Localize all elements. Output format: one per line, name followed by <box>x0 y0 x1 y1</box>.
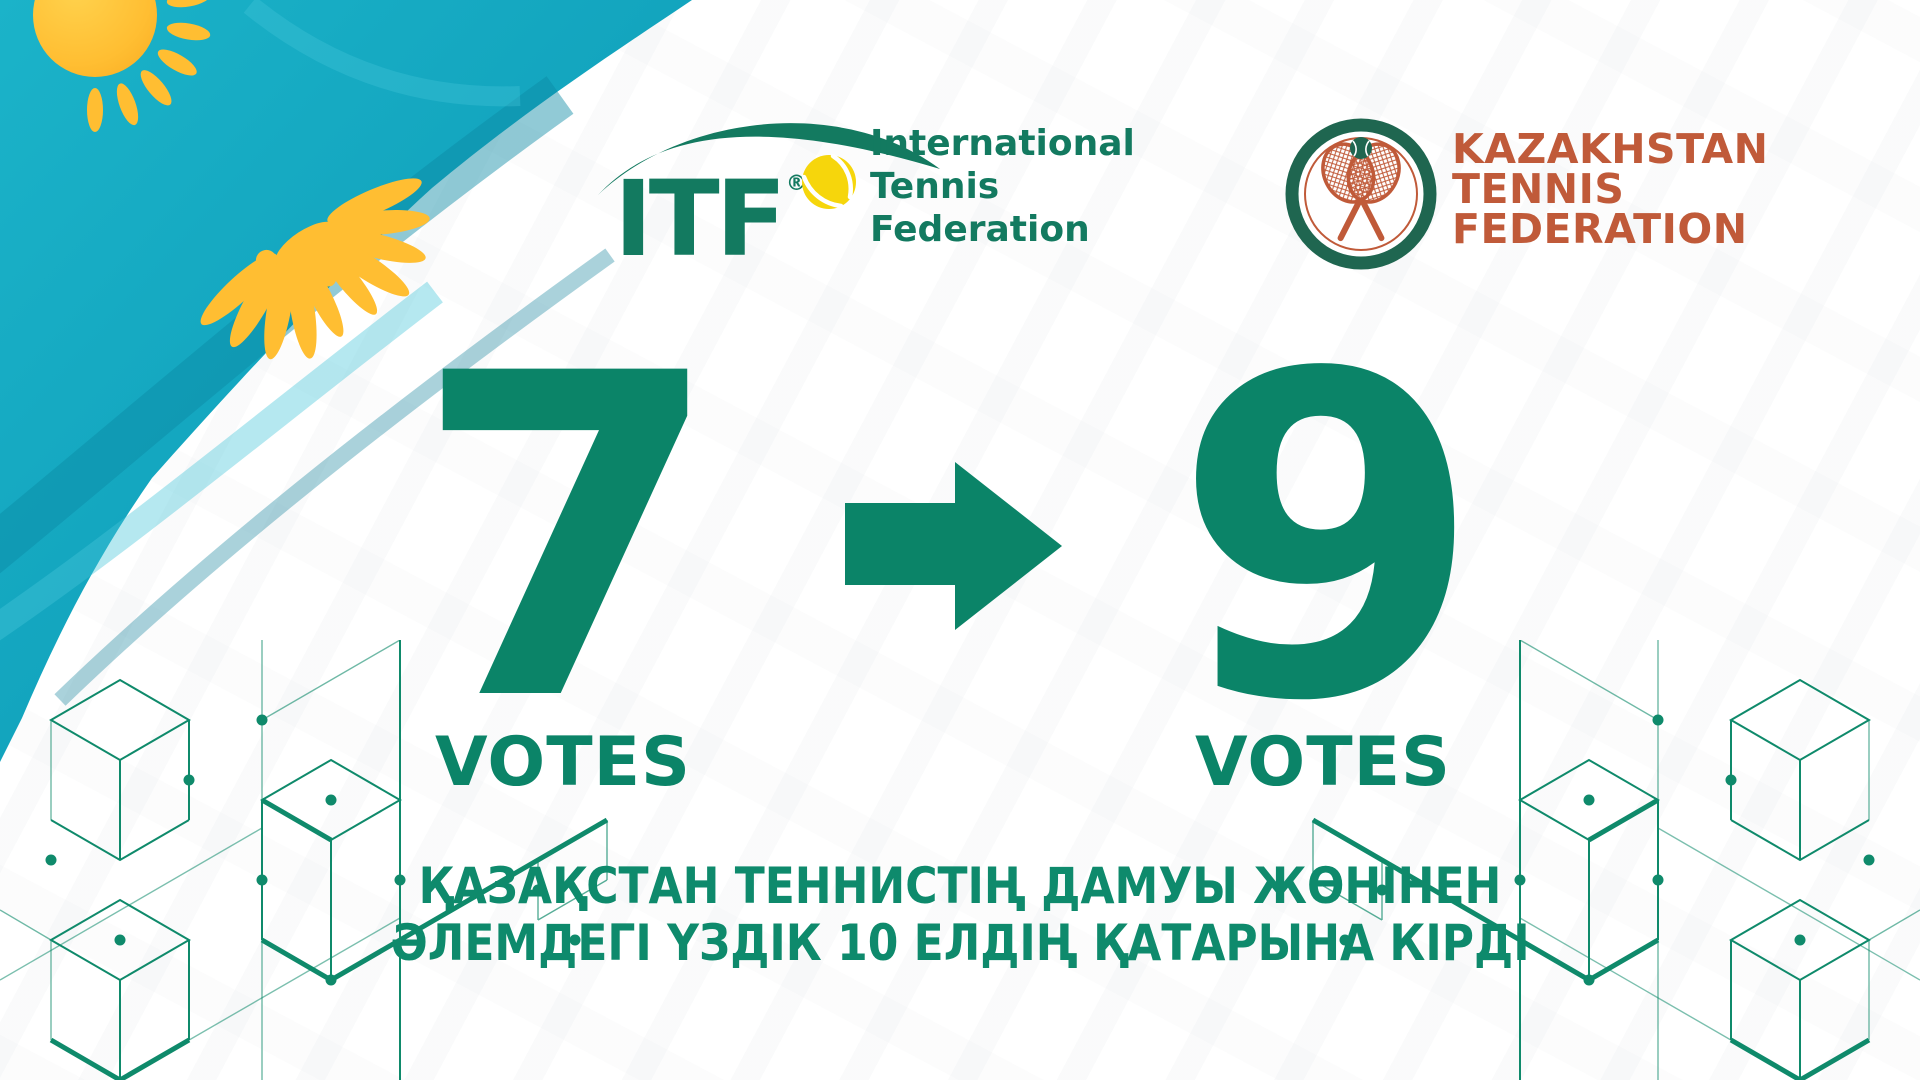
ktf-emblem <box>1285 118 1437 270</box>
caption-line-1: ҚАЗАҚСТАН ТЕННИСТІҢ ДАМУЫ ЖӨНІНЕН <box>418 857 1502 915</box>
ktf-name-line: FEDERATION <box>1452 205 1748 253</box>
tennis-ball-icon <box>801 153 856 209</box>
caption-line-2: ӘЛЕМДЕГІ ҮЗДІК 10 ЕЛДІҢ ҚАТАРЫНА КІРДІ <box>390 914 1530 972</box>
itf-swoosh <box>598 123 940 195</box>
votes-after: 9 VOTES <box>1173 280 1483 803</box>
votes-before-label: VOTES <box>434 723 692 802</box>
isometric-pattern-left <box>0 640 609 1080</box>
itf-name-line: Federation <box>870 209 1090 250</box>
ktf-name-line: TENNIS <box>1452 165 1625 213</box>
votes-before: 7 VOTES <box>413 280 723 803</box>
flag-eagle <box>200 178 430 360</box>
caption: ҚАЗАҚСТАН ТЕННИСТІҢ ДАМУЫ ЖӨНІНЕН ӘЛЕМДЕ… <box>0 858 1920 972</box>
itf-name-line: International <box>870 123 1135 164</box>
ktf-name: KAZAKHSTAN TENNIS FEDERATION <box>1452 125 1769 253</box>
ktf-name-line: KAZAKHSTAN <box>1452 125 1769 173</box>
isometric-pattern-right <box>1280 640 1920 1080</box>
votes-before-number: 7 <box>413 280 723 798</box>
itf-logo: ITF ® International Tennis Federation <box>598 95 1160 280</box>
flag-cloth <box>0 0 692 762</box>
kazakhstan-flag-image <box>0 0 692 762</box>
ktf-ball-icon <box>1350 137 1372 159</box>
votes-after-label: VOTES <box>1194 723 1452 802</box>
votes-after-number: 9 <box>1173 280 1483 798</box>
flag-sun <box>33 0 211 132</box>
itf-acronym: ITF <box>614 158 787 280</box>
itf-name: International Tennis Federation <box>870 122 1135 251</box>
itf-name-line: Tennis <box>870 166 1000 207</box>
ktf-logo: KAZAKHSTAN TENNIS FEDERATION <box>1285 115 1785 280</box>
arrow-right-icon <box>845 462 1062 630</box>
